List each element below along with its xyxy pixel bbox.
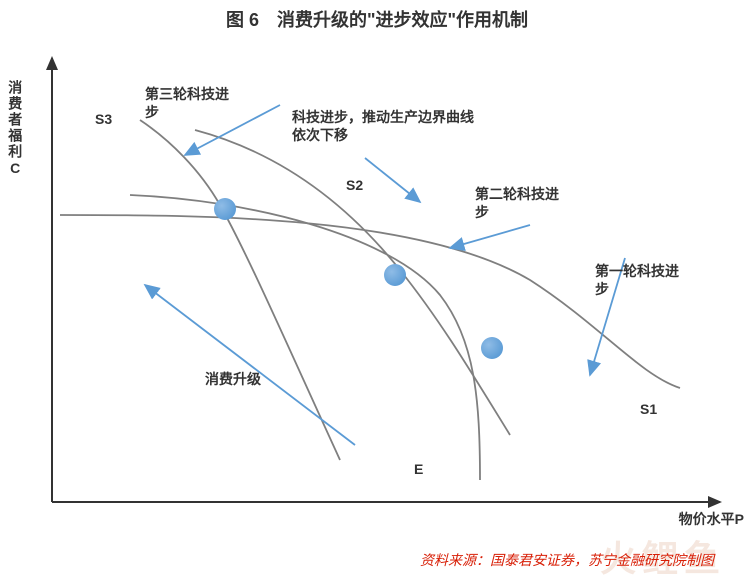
annot-second-tech-l1: 第二轮科技进 — [475, 186, 559, 202]
equilibrium-dot — [214, 198, 236, 220]
x-axis-label: 物价水平P — [679, 510, 744, 528]
consumption-upgrade-arrow — [145, 285, 355, 445]
annot-third-tech: 第三轮科技进 步 — [145, 85, 229, 121]
annot-third-tech-l2: 步 — [145, 104, 159, 120]
figure-title: 图 6 消费升级的"进步效应"作用机制 — [0, 0, 754, 32]
label-s3: S3 — [95, 110, 112, 128]
annot-shift-l1: 科技进步，推动生产边界曲线 — [292, 109, 474, 125]
label-s1: S1 — [640, 400, 657, 418]
annot-first-tech-l2: 步 — [595, 281, 609, 297]
equilibrium-dot — [384, 264, 406, 286]
source-text: 资料来源：国泰君安证券，苏宁金融研究院制图 — [420, 550, 714, 570]
annot-third-tech-l1: 第三轮科技进 — [145, 86, 229, 102]
annot-shift: 科技进步，推动生产边界曲线 依次下移 — [292, 108, 474, 144]
label-s2: S2 — [346, 176, 363, 194]
annot-first-tech: 第一轮科技进 步 — [595, 262, 679, 298]
chart-area: 消费者福利C 物价水平P S1 S2 S3 E 第三轮科技进 步 科技进步，推动… — [0, 40, 754, 550]
curve-e — [130, 195, 480, 480]
label-e: E — [414, 460, 423, 478]
curve-s3 — [140, 120, 340, 460]
annot-second-tech: 第二轮科技进 步 — [475, 185, 559, 221]
annot-shift-l2: 依次下移 — [292, 127, 348, 143]
shift-arrow — [365, 158, 420, 202]
curve-s1 — [60, 215, 680, 388]
annot-second-tech-l2: 步 — [475, 204, 489, 220]
second-tech-arrow — [450, 225, 530, 248]
y-axis-label: 消费者福利C — [6, 80, 24, 178]
equilibrium-dot — [481, 337, 503, 359]
annot-first-tech-l1: 第一轮科技进 — [595, 263, 679, 279]
annot-consumption: 消费升级 — [205, 370, 261, 388]
